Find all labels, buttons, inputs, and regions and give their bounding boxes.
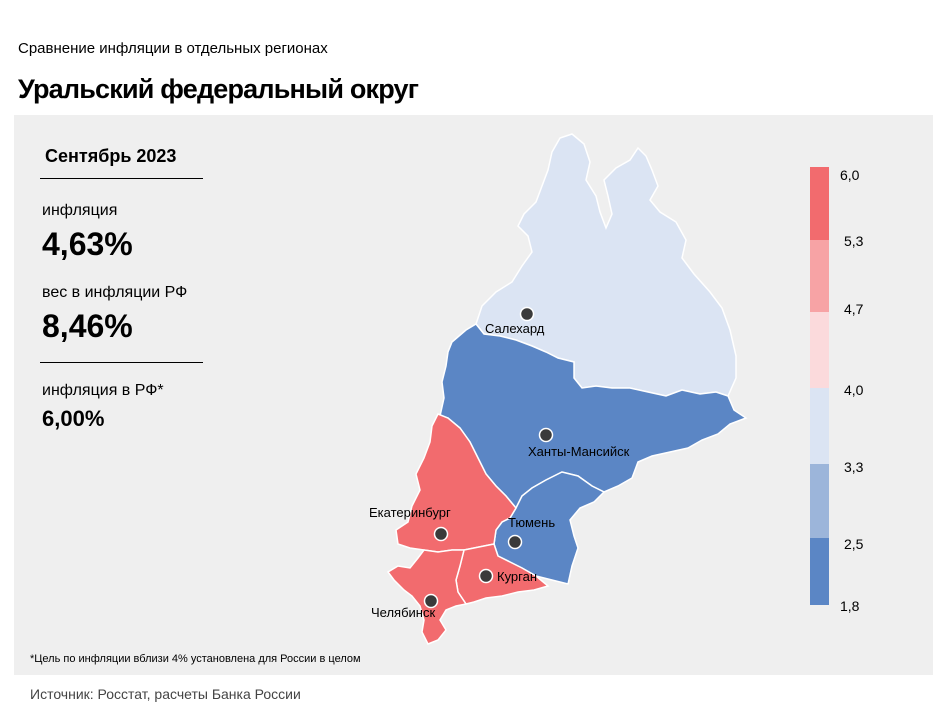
legend-tick-1-8: 1,8 xyxy=(840,598,860,614)
city-marker xyxy=(433,526,449,542)
legend-tick-2-5: 2,5 xyxy=(844,536,864,552)
city-label-khanty: Ханты-Мансийск xyxy=(528,444,630,459)
stats-month: Сентябрь 2023 xyxy=(45,146,177,166)
chart-title: Уральский федеральный округ xyxy=(18,74,419,104)
inflation-label: инфляция xyxy=(42,202,118,219)
city-marker xyxy=(507,534,523,550)
legend-band-2 xyxy=(810,240,829,312)
city-khanty-mansiysk: Ханты-Мансийск xyxy=(528,427,630,459)
city-kurgan: Курган xyxy=(478,568,537,584)
city-tyumen: Тюмень xyxy=(507,515,555,550)
legend-band-5 xyxy=(810,464,829,538)
city-marker xyxy=(519,306,535,322)
legend: 6,0 5,3 4,7 4,0 3,3 2,5 1,8 xyxy=(810,167,864,614)
legend-band-1 xyxy=(810,167,829,240)
city-label-tyumen: Тюмень xyxy=(508,515,555,530)
city-chelyabinsk: Челябинск xyxy=(371,593,439,620)
legend-band-6 xyxy=(810,538,829,605)
weight-value: 8,46% xyxy=(42,308,133,344)
city-ekaterinburg: Екатеринбург xyxy=(369,505,451,542)
weight-label: вес в инфляции РФ xyxy=(42,284,188,301)
legend-tick-6-0: 6,0 xyxy=(840,167,860,183)
legend-tick-5-3: 5,3 xyxy=(844,233,864,249)
legend-tick-3-3: 3,3 xyxy=(844,459,864,475)
city-salekhard: Салехард xyxy=(485,306,545,336)
city-label-ekaterinburg: Екатеринбург xyxy=(369,505,451,520)
legend-band-3 xyxy=(810,312,829,388)
stats-rule-bottom xyxy=(40,362,203,363)
stats-rule-top xyxy=(40,178,203,179)
city-label-chelyabinsk: Челябинск xyxy=(371,605,435,620)
rf-inflation-value: 6,00% xyxy=(42,406,105,431)
city-label-kurgan: Курган xyxy=(497,569,537,584)
chart-subtitle: Сравнение инфляции в отдельных регионах xyxy=(18,40,328,57)
city-label-salekhard: Салехард xyxy=(485,321,545,336)
source-note: Источник: Росстат, расчеты Банка России xyxy=(30,686,301,702)
rf-inflation-label: инфляция в РФ* xyxy=(42,382,164,399)
city-marker xyxy=(538,427,554,443)
inflation-value: 4,63% xyxy=(42,226,133,262)
footnote: *Цель по инфляции вблизи 4% установлена … xyxy=(30,653,361,665)
city-marker xyxy=(478,568,494,584)
city-marker xyxy=(423,593,439,609)
legend-tick-4-7: 4,7 xyxy=(844,301,864,317)
legend-band-4 xyxy=(810,388,829,464)
legend-tick-4-0: 4,0 xyxy=(844,382,864,398)
